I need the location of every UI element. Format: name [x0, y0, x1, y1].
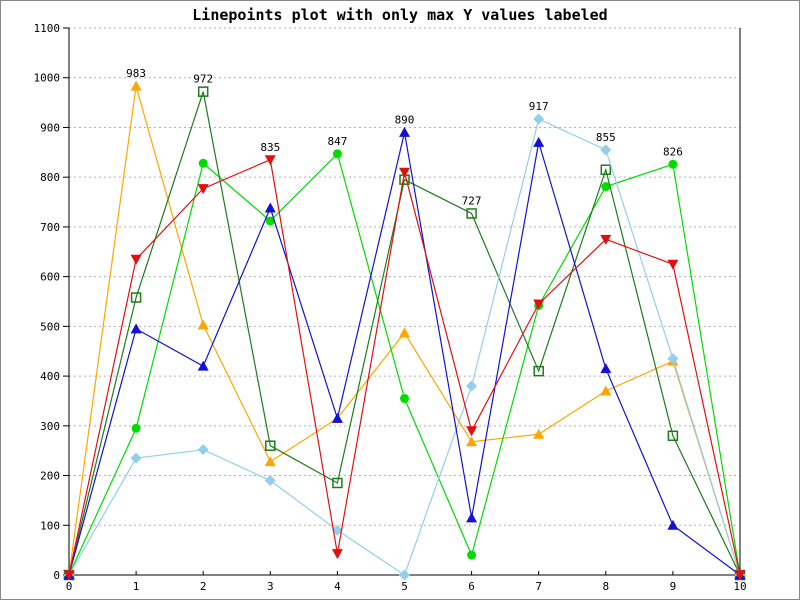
bright-green-series-marker-x2 [198, 158, 208, 168]
blue-series-marker-x3 [264, 202, 276, 213]
orange-series-marker-x8 [600, 385, 612, 396]
bright-green-series-marker-x8 [601, 182, 611, 192]
max-value-label-972: 972 [193, 73, 213, 86]
y-tick-label-1100: 1100 [34, 22, 61, 35]
y-tick-label-100: 100 [40, 519, 60, 532]
y-tick-label-800: 800 [40, 171, 60, 184]
x-tick-label-1: 1 [133, 580, 140, 593]
blue-series-marker-x7 [533, 136, 545, 147]
orange-series-marker-x1 [130, 80, 142, 91]
y-tick-label-700: 700 [40, 221, 60, 234]
y-tick-label-300: 300 [40, 420, 60, 433]
red-series-marker-x9 [667, 259, 679, 270]
sky-blue-series-marker-x3 [264, 475, 276, 487]
red-series-marker-x3 [264, 155, 276, 166]
x-tick-label-10: 10 [733, 580, 746, 593]
bright-green-series-marker-x9 [668, 159, 678, 169]
forest-green-series-marker-x9 [667, 430, 679, 442]
red-series-marker-x5 [399, 167, 410, 178]
forest-green-series-marker-x1 [130, 292, 142, 303]
sky-blue-series-marker-x2 [197, 444, 209, 456]
y-tick-label-0: 0 [53, 569, 60, 582]
forest-green-series-marker-x2 [197, 86, 209, 97]
bright-green-series-marker-x6 [467, 550, 477, 560]
x-tick-label-9: 9 [670, 580, 677, 593]
x-tick-label-5: 5 [401, 580, 408, 593]
blue-series-marker-x9 [667, 519, 679, 530]
y-tick-label-500: 500 [40, 320, 60, 333]
chart-title: Linepoints plot with only max Y values l… [192, 6, 608, 24]
bright-green-series-marker-x5 [400, 393, 409, 403]
red-series-marker-x7 [533, 299, 545, 310]
blue-series-marker-x6 [466, 512, 478, 523]
orange-series-marker-x3 [264, 456, 276, 467]
y-tick-label-1000: 1000 [34, 72, 61, 85]
red-series-marker-x6 [466, 426, 478, 437]
blue-series-marker-x2 [197, 360, 209, 371]
red-series-marker-x1 [130, 254, 142, 265]
y-tick-label-600: 600 [40, 271, 60, 284]
forest-green-series-marker-x8 [600, 164, 612, 175]
y-tick-label-200: 200 [40, 470, 60, 483]
blue-series-marker-x5 [399, 126, 410, 137]
sky-blue-series-marker-x6 [466, 380, 478, 392]
red-series-line [68, 158, 741, 576]
x-tick-label-0: 0 [66, 580, 73, 593]
x-tick-label-8: 8 [602, 580, 609, 593]
x-tick-label-6: 6 [468, 580, 475, 593]
forest-green-series-marker-x6 [466, 208, 477, 219]
x-tick-label-2: 2 [200, 580, 207, 593]
red-series-marker-x10 [734, 570, 746, 581]
sky-blue-series-marker-x5 [399, 569, 410, 581]
y-tick-label-400: 400 [40, 370, 60, 383]
red-series-marker-x2 [197, 184, 209, 195]
x-tick-label-3: 3 [267, 580, 274, 593]
max-value-label-855: 855 [596, 131, 616, 144]
blue-series-line [68, 132, 741, 576]
bright-green-series-marker-x3 [265, 216, 275, 226]
blue-series-marker-x1 [130, 323, 142, 334]
sky-blue-series-marker-x8 [600, 144, 612, 156]
orange-series-marker-x5 [399, 327, 410, 338]
bright-green-series-line [68, 152, 741, 576]
max-value-label-983: 983 [126, 67, 146, 80]
forest-green-series-marker-x7 [533, 365, 544, 377]
max-value-label-727: 727 [462, 194, 482, 207]
bright-green-series-marker-x4 [332, 149, 342, 159]
x-tick-label-4: 4 [334, 580, 341, 593]
max-value-label-890: 890 [395, 113, 415, 126]
blue-series-marker-x4 [331, 412, 343, 423]
blue-series-marker-x8 [600, 363, 612, 374]
forest-green-series-marker-x3 [265, 440, 276, 451]
orange-series-marker-x6 [466, 436, 478, 447]
sky-blue-series-marker-x9 [667, 353, 679, 365]
bright-green-series-marker-x1 [131, 423, 141, 433]
red-series-marker-x4 [331, 549, 343, 560]
orange-series-marker-x2 [197, 319, 209, 330]
forest-green-series-marker-x4 [332, 477, 343, 489]
max-value-label-847: 847 [327, 135, 347, 148]
x-tick-label-7: 7 [535, 580, 542, 593]
max-value-label-826: 826 [663, 145, 683, 158]
max-value-label-917: 917 [529, 100, 549, 113]
red-series-marker-x8 [600, 234, 612, 245]
y-tick-label-900: 900 [40, 121, 60, 134]
red-series-marker-x0 [63, 570, 75, 581]
sky-blue-series-marker-x4 [331, 524, 343, 536]
sky-blue-series-marker-x1 [130, 452, 142, 464]
forest-green-series-line [68, 91, 741, 576]
orange-series-marker-x7 [533, 428, 545, 439]
sky-blue-series-marker-x7 [533, 113, 545, 125]
max-value-label-835: 835 [260, 141, 280, 154]
